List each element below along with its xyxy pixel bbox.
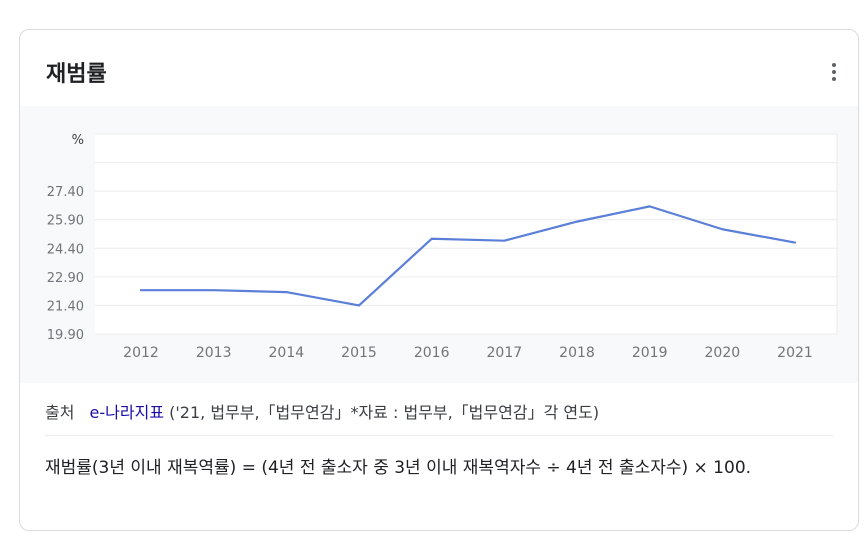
description: 재범률(3년 이내 재복역률) = (4년 전 출소자 중 3년 이내 재복역자… — [45, 458, 752, 478]
y-axis-unit: % — [72, 133, 84, 148]
data-point[interactable] — [717, 224, 727, 234]
chart-panel: 19.90 21.40 22.90 24.40 25.90 27.40% 2012 2013 2… — [20, 106, 858, 383]
y-tick-label: 19.90 — [47, 328, 84, 343]
y-tick-label: 21.40 — [47, 299, 84, 314]
data-point[interactable] — [427, 234, 437, 244]
y-tick-label: 27.40 — [47, 185, 84, 200]
data-point[interactable] — [281, 287, 291, 297]
x-tick-label: 2019 — [632, 345, 668, 361]
plot-area — [95, 134, 837, 334]
x-tick-label: 2015 — [341, 345, 377, 361]
x-tick-label: 2016 — [414, 345, 450, 361]
x-tick-label: 2021 — [777, 345, 813, 361]
data-point[interactable] — [209, 285, 219, 295]
data-point[interactable] — [499, 236, 509, 246]
x-tick-label: 2014 — [269, 345, 305, 361]
data-point[interactable] — [572, 217, 582, 227]
more-vert-icon[interactable] — [826, 60, 842, 84]
data-point[interactable] — [790, 238, 800, 248]
recidivism-card: 재범률 19.90 21.40 22.90 24.40 25.90 27.40% 2012 2… — [19, 29, 859, 531]
y-tick-label: 24.40 — [47, 242, 84, 257]
card-title: 재범률 — [46, 62, 107, 87]
y-tick-label: 25.90 — [47, 214, 84, 229]
x-tick-label: 2013 — [196, 345, 232, 361]
x-tick-label: 2018 — [559, 345, 595, 361]
line-chart: 19.90 21.40 22.90 24.40 25.90 27.40% 2012 2013 2… — [47, 133, 838, 361]
divider — [45, 435, 833, 436]
series-line — [139, 205, 797, 307]
data-point[interactable] — [645, 201, 655, 211]
source-label: 출처 — [45, 403, 75, 422]
x-tick-label: 2020 — [705, 345, 741, 361]
source-detail: ('21, 법무부,「법무연감」*자료 : 법무부,「법무연감」각 연도) — [169, 403, 600, 422]
data-point[interactable] — [136, 285, 146, 295]
x-tick-label: 2017 — [487, 345, 523, 361]
data-point[interactable] — [354, 300, 364, 310]
y-tick-label: 22.90 — [47, 271, 84, 286]
x-tick-label: 2012 — [123, 345, 159, 361]
source-link[interactable]: e-나라지표 — [89, 403, 165, 422]
source-line: 출처 e-나라지표 ('21, 법무부,「법무연감」*자료 : 법무부,「법무연… — [45, 399, 833, 423]
